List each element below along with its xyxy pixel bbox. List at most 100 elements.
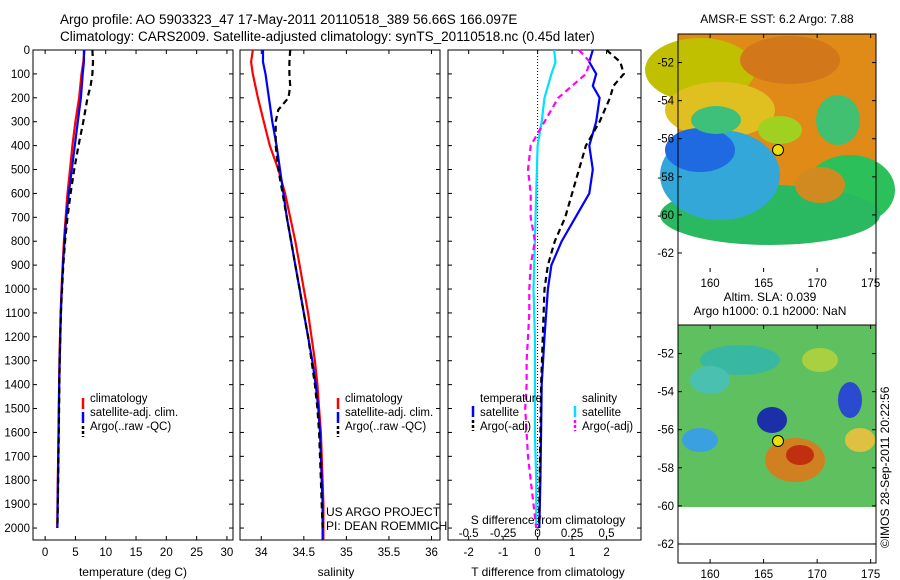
sla-map-profile-marker [772,435,784,447]
map-y-tick-label: -56 [657,134,674,146]
series-line-temperature-argo-adj- [537,49,626,529]
series-line-satellite-adj-clim- [56,50,86,529]
map-x-tick-label: 160 [701,569,720,580]
x-tick-label: -2 [464,547,474,559]
top-x-tick-label: 0.5 [599,528,615,540]
y-tick-label: 700 [11,212,30,224]
legend-temperature-title: temperature [480,393,542,405]
top-x-tick-label: -0.5 [459,528,479,540]
top-x-tick-label: 0 [534,528,540,540]
legend-temp-satellite: satellite [480,407,519,419]
map-x-tick-label: 160 [701,278,720,290]
series-line-argo-raw-qc- [56,49,95,529]
x-tick-label: 35 [340,547,353,559]
x-tick-label: 5 [72,547,78,559]
series-line-salinity-satellite [532,49,557,528]
y-tick-label: 400 [11,141,30,153]
top-x-tick-label: -0.25 [490,528,516,540]
x-tick-label: 30 [221,547,234,559]
map-y-tick-label: -52 [657,58,674,70]
x-tick-label: 20 [160,547,173,559]
map-y-tick-label: -54 [657,96,674,108]
x-tick-label: 0 [534,547,540,559]
series-line-salinity-argo-adj- [524,49,592,529]
y-tick-label: 2000 [4,523,30,535]
difference-legend: temperature satellite Argo(-adj) salinit… [471,393,633,433]
sst-map-profile-marker [772,144,784,156]
map-y-tick-label: -60 [657,210,674,222]
top-x-tick-label: 0.25 [561,528,583,540]
project-annotation: US ARGO PROJECT [326,505,441,519]
y-tick-label: 0 [24,45,30,57]
map-x-tick-label: 175 [861,569,880,580]
temperature-axes [32,49,234,541]
y-tick-label: 1500 [4,404,30,416]
legend-sal-argo: Argo(-adj) [582,421,633,433]
y-tick-label: 1700 [4,451,30,463]
temperature-xlabel: temperature (deg C) [79,565,187,579]
map-y-tick-label: -58 [657,463,674,475]
y-tick-label: 1400 [4,380,30,392]
legend-temp-argo: Argo(-adj) [480,421,531,433]
x-tick-label: -1 [498,547,508,559]
salinity-axes [239,49,441,541]
y-tick-label: 1100 [5,308,30,320]
x-tick-label: 34 [255,547,268,559]
y-tick-label: 1300 [4,356,30,368]
sst-map-heatmap [645,34,895,245]
imos-credit: ©IMOS 28-Sep-2011 20:22:56 [878,386,892,548]
series-line-argo-raw-qc- [274,49,324,529]
map-y-tick-label: -60 [657,501,674,513]
difference-top-xlabel: S difference from climatology [471,513,626,527]
map-y-tick-label: -58 [657,172,674,184]
y-tick-label: 300 [11,117,30,129]
map-y-tick-label: -52 [657,349,674,361]
legend-satellite-label: satellite-adj. clim. [90,407,178,419]
salinity-xlabel: salinity [318,565,355,579]
map-x-tick-label: 165 [754,569,773,580]
y-tick-label: 1000 [4,284,30,296]
legend-sal-satellite: satellite [582,407,621,419]
temperature-legend: climatology satellite-adj. clim. Argo(..… [81,393,178,437]
map-x-tick-label: 175 [861,278,880,290]
pi-annotation: PI: DEAN ROEMMICH [326,519,447,533]
y-tick-label: 1600 [4,427,30,439]
difference-axes [447,49,642,541]
y-tick-label: 900 [11,260,30,272]
legend-argo-label: Argo(..raw -QC) [90,421,171,433]
y-tick-label: 1800 [4,475,30,487]
legend-climatology-label: climatology [90,393,148,405]
y-tick-label: 1900 [4,499,30,511]
legend-satellite-label: satellite-adj. clim. [345,407,433,419]
map-y-tick-label: -54 [657,387,674,399]
salinity-legend: climatology satellite-adj. clim. Argo(..… [336,393,433,437]
y-tick-label: 500 [11,165,30,177]
map-y-tick-label: -62 [657,539,674,551]
x-tick-label: 2 [603,547,609,559]
y-tick-label: 1200 [4,332,30,344]
legend-salinity-title: salinity [582,393,617,405]
map-y-tick-label: -56 [657,425,674,437]
sla-map-title-line-2: Argo h1000: 0.1 h2000: NaN [694,304,847,318]
legend-climatology-label: climatology [345,393,403,405]
x-tick-label: 0 [42,547,48,559]
map-y-tick-label: -62 [657,248,674,260]
figure-title-line-2: Climatology: CARS2009. Satellite-adjuste… [60,29,595,44]
sla-map-axes [677,324,877,564]
x-tick-label: 34.5 [293,547,315,559]
map-x-tick-label: 165 [754,278,773,290]
y-tick-label: 600 [11,188,30,200]
map-x-tick-label: 170 [808,278,827,290]
x-tick-label: 1 [569,547,575,559]
map-x-tick-label: 170 [808,569,827,580]
y-tick-label: 100 [11,69,30,81]
sst-map-title: AMSR-E SST: 6.2 Argo: 7.88 [700,12,854,26]
legend-argo-label: Argo(..raw -QC) [345,421,426,433]
x-tick-label: 36 [425,547,438,559]
x-tick-label: 25 [190,547,203,559]
sst-map-axes [677,33,877,545]
x-tick-label: 35.5 [378,547,400,559]
figure-title-line-1: Argo profile: AO 5903323_47 17-May-2011 … [60,12,518,27]
y-tick-label: 200 [11,93,30,105]
